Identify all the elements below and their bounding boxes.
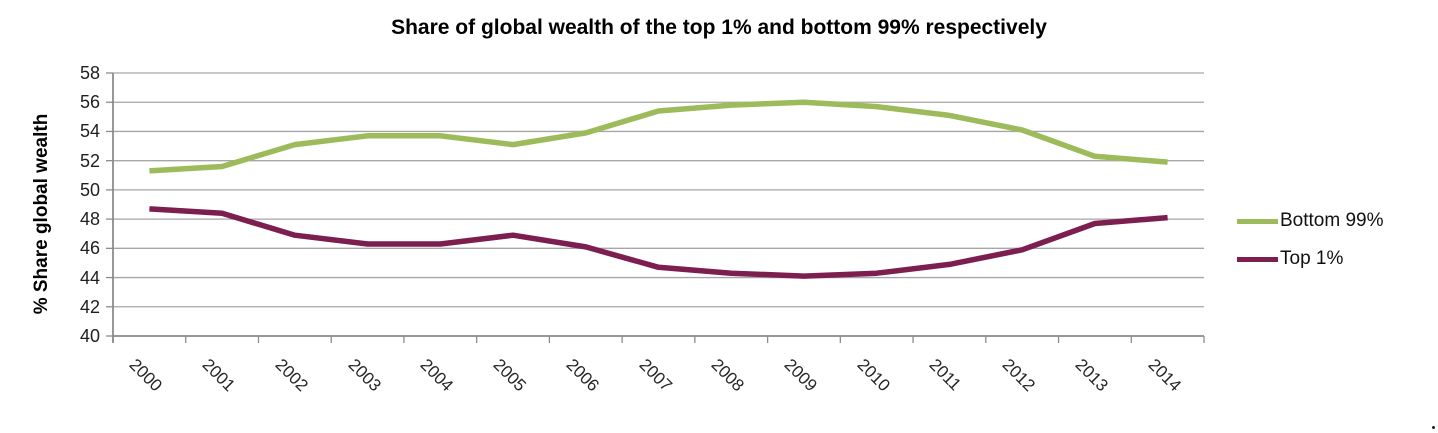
series-line-bottom-99 xyxy=(149,99,1168,174)
y-tick-label: 50 xyxy=(79,179,100,200)
y-tick-label: 56 xyxy=(79,92,100,113)
legend-swatch-bottom-99-icon xyxy=(1237,218,1278,224)
y-tick-label: 54 xyxy=(79,121,100,142)
artifact-dot xyxy=(1432,426,1435,429)
y-tick-label: 52 xyxy=(79,150,100,171)
y-tick-label: 44 xyxy=(79,267,100,288)
legend-item-bottom-99: Bottom 99% xyxy=(1237,202,1384,240)
y-tick-label: 58 xyxy=(79,63,100,83)
legend: Bottom 99% Top 1% xyxy=(1237,202,1384,278)
chart-title: Share of global wealth of the top 1% and… xyxy=(391,16,1047,39)
y-tick-label: 42 xyxy=(79,296,100,317)
y-tick-label: 40 xyxy=(79,326,100,346)
series-line-top-1 xyxy=(149,206,1168,279)
legend-swatch-top-1-icon xyxy=(1237,256,1278,262)
legend-item-top-1: Top 1% xyxy=(1237,240,1384,278)
y-tick-label: 48 xyxy=(79,209,100,230)
y-tick-label: 46 xyxy=(79,238,100,259)
legend-label-top-1: Top 1% xyxy=(1280,248,1344,269)
legend-label-bottom-99: Bottom 99% xyxy=(1280,210,1384,231)
